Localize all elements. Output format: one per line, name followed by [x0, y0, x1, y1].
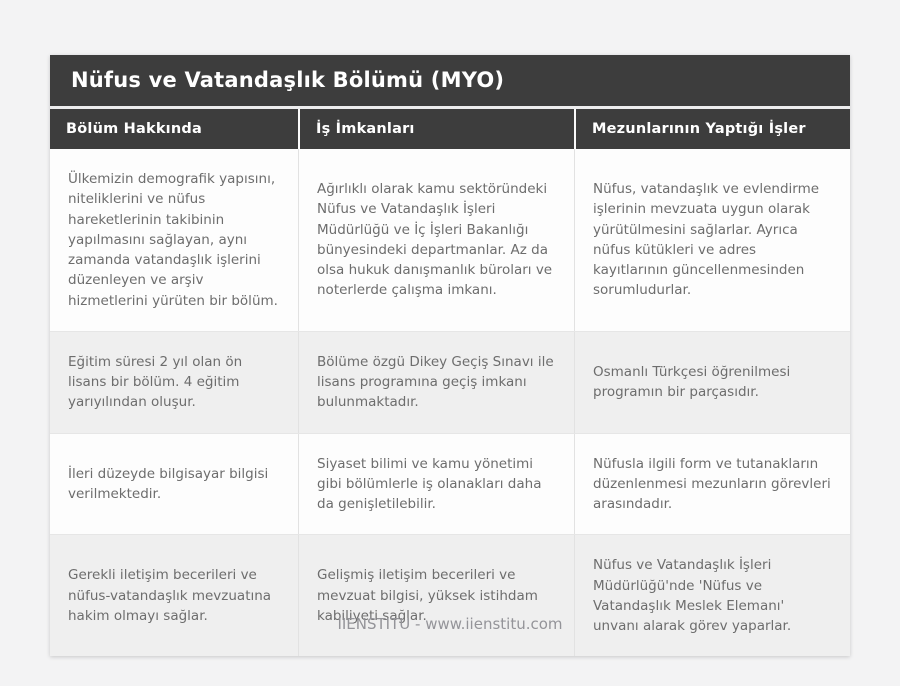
cell-text: Gerekli iletişim becerileri ve nüfus-vat… [68, 567, 272, 624]
table-cell: Bölüme özgü Dikey Geçiş Sınavı ile lisan… [298, 331, 574, 433]
cell-text: Nüfusla ilgili form ve tutanakların düze… [593, 455, 831, 513]
column-header-graduate-work: Mezunlarının Yaptığı İşler [574, 109, 850, 149]
cell-text: Osmanlı Türkçesi öğrenilmesi programın b… [593, 363, 791, 401]
table-row: İleri düzeyde bilgisayar bilgisi verilme… [50, 432, 850, 535]
table-row: Eğitim süresi 2 yıl olan ön lisans bir b… [50, 330, 850, 433]
table-cell: Nüfus ve Vatandaşlık İşleri Müdürlüğü'nd… [574, 535, 850, 657]
cell-text: Siyaset bilimi ve kamu yönetimi gibi böl… [317, 455, 542, 513]
cell-text: Nüfus, vatandaşlık ve evlendirme işlerin… [593, 181, 820, 299]
table-cell: İleri düzeyde bilgisayar bilgisi verilme… [50, 434, 298, 535]
table-cell: Eğitim süresi 2 yıl olan ön lisans bir b… [50, 332, 298, 433]
column-header-jobs: İş İmkanları [298, 109, 574, 149]
cell-text: İleri düzeyde bilgisayar bilgisi verilme… [68, 465, 269, 502]
table-row: Gerekli iletişim becerileri ve nüfus-vat… [50, 534, 850, 657]
footer-branding: IIENSTITU - www.iienstitu.com [337, 615, 563, 633]
cell-text: Ağırlıklı olarak kamu sektöründeki Nüfus… [317, 181, 553, 299]
cell-text: Gelişmiş iletişim becerileri ve mevzuat … [317, 567, 538, 624]
cell-text: Ülkemizin demografik yapısını, nitelikle… [68, 171, 278, 309]
table-cell: Nüfus, vatandaşlık ve evlendirme işlerin… [574, 149, 850, 331]
cell-text: Nüfus ve Vatandaşlık İşleri Müdürlüğü'nd… [593, 557, 792, 634]
column-header-about: Bölüm Hakkında [66, 121, 202, 137]
cell-text: Eğitim süresi 2 yıl olan ön lisans bir b… [68, 353, 243, 411]
cell-text: Bölüme özgü Dikey Geçiş Sınavı ile lisan… [317, 353, 554, 411]
table-cell: Nüfusla ilgili form ve tutanakların düze… [574, 433, 850, 535]
table-cell: Gerekli iletişim becerileri ve nüfus-vat… [50, 535, 298, 656]
table-row: Ülkemizin demografik yapısını, nitelikle… [50, 149, 850, 331]
table-cell: Gelişmiş iletişim becerileri ve mevzuat … [298, 535, 574, 657]
table-cell: Ağırlıklı olarak kamu sektöründeki Nüfus… [298, 149, 574, 331]
table-cell: Ülkemizin demografik yapısını, nitelikle… [50, 149, 298, 331]
department-info-card: Nüfus ve Vatandaşlık Bölümü (MYO) Bölüm … [50, 55, 850, 657]
page-title: Nüfus ve Vatandaşlık Bölümü (MYO) [50, 55, 850, 109]
table-cell: Osmanlı Türkçesi öğrenilmesi programın b… [574, 331, 850, 433]
table-cell: Siyaset bilimi ve kamu yönetimi gibi böl… [298, 433, 574, 535]
table-header-row: Bölüm Hakkında İş İmkanları Mezunlarının… [50, 109, 850, 149]
